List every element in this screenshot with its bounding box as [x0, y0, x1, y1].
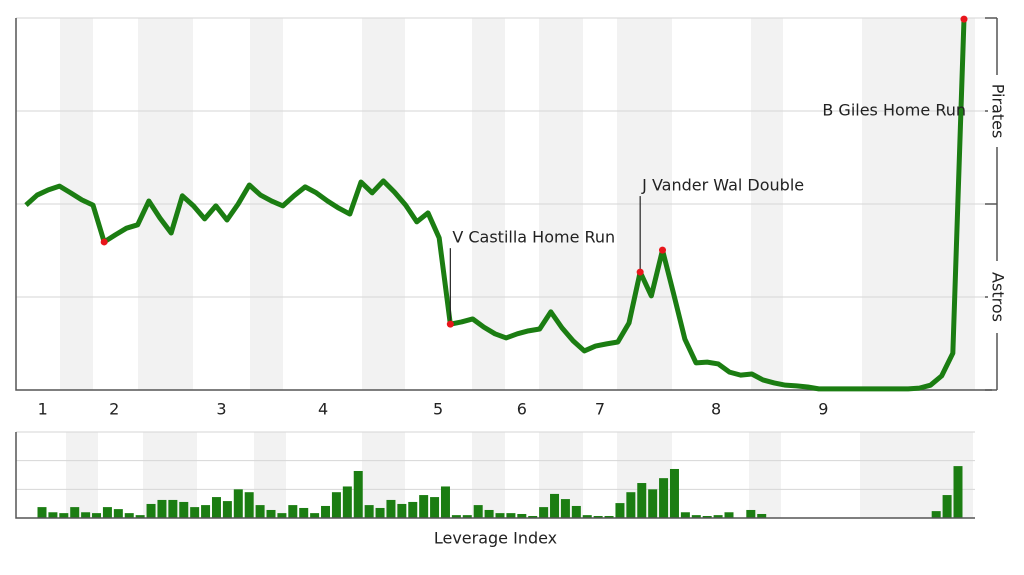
- leverage-bar: [408, 501, 418, 518]
- annotation: V Castilla Home Run: [452, 228, 615, 247]
- leverage-bar: [942, 495, 952, 518]
- leverage-bar: [266, 509, 276, 518]
- leverage-bar: [124, 513, 134, 518]
- team-label: Pirates: [989, 84, 1008, 139]
- leverage-bar: [539, 507, 549, 518]
- leverage-bar: [321, 505, 331, 518]
- annotation: J Vander Wal Double: [641, 176, 804, 195]
- x-tick-label: 5: [433, 400, 443, 419]
- leverage-bar: [953, 466, 963, 518]
- leverage-bar: [37, 507, 47, 518]
- leverage-bar: [517, 513, 527, 518]
- leverage-bar: [484, 509, 494, 518]
- leverage-bar: [451, 515, 461, 518]
- leverage-bar: [310, 513, 320, 518]
- leverage-bar: [211, 497, 221, 518]
- leverage-bar: [560, 499, 570, 518]
- leverage-bar: [222, 501, 232, 518]
- leverage-bar: [669, 468, 679, 518]
- leverage-bar: [277, 513, 287, 518]
- leverage-bar: [135, 515, 145, 518]
- leverage-bar: [375, 507, 385, 518]
- leverage-bar: [179, 501, 189, 518]
- leverage-bar: [233, 489, 243, 518]
- x-tick-label: 6: [517, 400, 527, 419]
- leverage-bar: [81, 512, 91, 518]
- leverage-bar: [113, 509, 123, 518]
- leverage-bar: [724, 512, 734, 518]
- axis-frame: [15, 18, 992, 391]
- leverage-bar: [70, 507, 80, 518]
- leverage-bar: [604, 515, 614, 518]
- leverage-bar: [331, 492, 341, 518]
- leverage-bar: [419, 495, 429, 518]
- inning-bands: [60, 18, 975, 518]
- highlight-dot: [659, 246, 666, 254]
- leverage-bar: [353, 470, 363, 518]
- leverage-bar: [288, 505, 298, 518]
- leverage-bar: [473, 505, 483, 518]
- leverage-bar: [244, 492, 254, 518]
- win-probability-line: [24, 19, 967, 392]
- leverage-bar: [550, 493, 560, 518]
- leverage-bar: [495, 513, 505, 518]
- leverage-bar: [255, 505, 265, 518]
- label-bg: [988, 75, 1006, 147]
- label-bg: [988, 261, 1006, 333]
- x-tick-label: 4: [318, 400, 328, 419]
- leverage-bar: [571, 505, 581, 518]
- highlight-dot: [100, 238, 108, 246]
- leverage-bar: [397, 503, 407, 518]
- leverage-bar: [593, 515, 603, 518]
- leverage-bar: [386, 499, 396, 518]
- leverage-bar: [528, 515, 538, 518]
- leverage-bar: [190, 507, 200, 518]
- leverage-bar: [48, 512, 58, 518]
- x-axis-label: Leverage Index: [434, 529, 557, 548]
- team-label: Astros: [989, 272, 1008, 322]
- leverage-bar: [430, 497, 440, 518]
- x-tick-label: 1: [38, 400, 48, 419]
- leverage-bar: [615, 503, 625, 518]
- highlight-dot: [960, 15, 968, 23]
- leverage-bar: [713, 515, 723, 518]
- leverage-bar: [506, 513, 516, 518]
- leverage-bar: [746, 509, 756, 518]
- leverage-bar: [157, 499, 167, 518]
- leverage-bar: [626, 492, 636, 518]
- axis-frame: [15, 432, 975, 519]
- leverage-bar: [648, 489, 658, 518]
- leverage-bar: [582, 515, 592, 518]
- annotation: B Giles Home Run: [822, 101, 966, 120]
- leverage-bar: [702, 515, 712, 518]
- leverage-bar: [364, 505, 374, 518]
- x-tick-label: 8: [711, 400, 721, 419]
- leverage-bar: [680, 512, 690, 518]
- x-tick-label: 7: [595, 400, 605, 419]
- highlight-dot: [446, 320, 454, 328]
- leverage-bar: [299, 507, 309, 518]
- leverage-bar: [102, 507, 112, 518]
- leverage-bar: [59, 513, 69, 518]
- leverage-bar: [637, 483, 647, 518]
- leverage-bar: [92, 513, 102, 518]
- x-tick-label: 2: [109, 400, 119, 419]
- leverage-bar: [201, 505, 211, 518]
- highlight-dot: [636, 268, 644, 276]
- leverage-bar: [757, 513, 767, 518]
- x-tick-label: 3: [216, 400, 226, 419]
- leverage-bar: [659, 478, 669, 518]
- leverage-bar: [691, 515, 701, 518]
- leverage-bar: [462, 515, 472, 518]
- leverage-bar: [342, 486, 352, 518]
- leverage-bar: [931, 511, 941, 518]
- leverage-bar: [146, 503, 156, 518]
- leverage-bar: [168, 499, 178, 518]
- leverage-bar: [440, 486, 450, 518]
- x-tick-label: 9: [818, 400, 828, 419]
